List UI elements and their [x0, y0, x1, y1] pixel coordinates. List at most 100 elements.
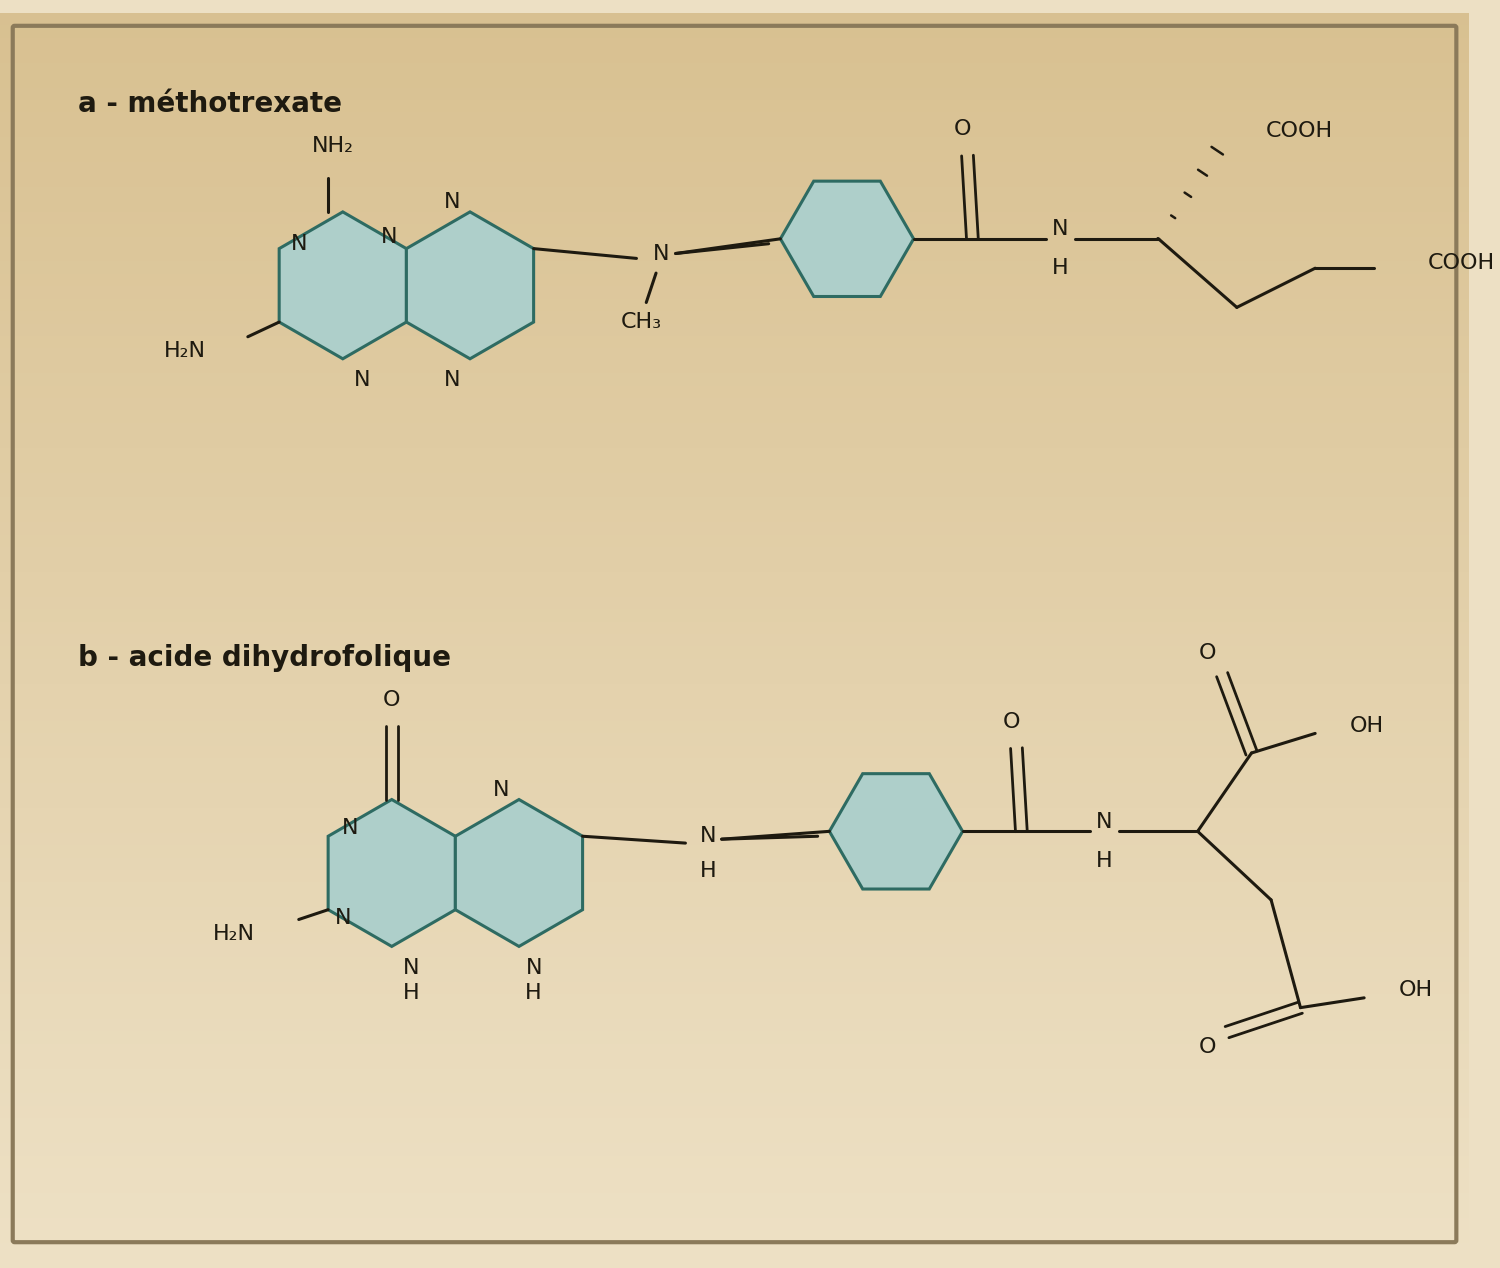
Text: H: H	[699, 861, 717, 880]
Polygon shape	[279, 212, 406, 359]
Bar	[0, 459, 1468, 473]
Text: N: N	[699, 827, 715, 846]
Bar	[0, 24, 1468, 38]
Text: H: H	[525, 984, 542, 1003]
Bar	[0, 931, 1468, 945]
Bar	[0, 99, 1468, 113]
Text: N: N	[342, 818, 358, 838]
Polygon shape	[780, 181, 914, 297]
Text: H: H	[404, 984, 420, 1003]
Bar	[0, 1117, 1468, 1131]
Text: N: N	[494, 780, 510, 800]
Bar	[0, 1055, 1468, 1069]
Bar	[0, 1167, 1468, 1181]
Text: N: N	[444, 191, 460, 212]
Bar	[0, 236, 1468, 249]
Bar	[0, 1130, 1468, 1144]
Bar	[0, 86, 1468, 100]
Text: H₂N: H₂N	[213, 924, 255, 945]
Text: OH: OH	[1350, 715, 1383, 735]
Bar	[0, 795, 1468, 808]
Bar	[0, 1192, 1468, 1206]
Bar	[0, 534, 1468, 547]
Bar	[0, 918, 1468, 932]
Text: N: N	[444, 370, 460, 391]
Bar	[0, 671, 1468, 683]
Bar	[0, 1205, 1468, 1217]
Bar	[0, 1080, 1468, 1093]
Text: O: O	[1198, 1037, 1216, 1056]
Bar	[0, 311, 1468, 323]
Text: H: H	[1096, 851, 1113, 871]
Bar	[0, 210, 1468, 224]
Bar	[0, 435, 1468, 448]
Text: a - méthotrexate: a - méthotrexate	[78, 90, 342, 118]
Bar	[0, 148, 1468, 162]
Bar	[0, 161, 1468, 175]
Text: O: O	[1004, 711, 1020, 732]
Bar	[0, 1018, 1468, 1031]
Bar	[0, 869, 1468, 883]
Bar	[0, 658, 1468, 671]
Bar	[0, 943, 1468, 957]
Bar	[0, 1006, 1468, 1019]
Bar	[0, 384, 1468, 398]
Bar	[0, 298, 1468, 311]
Bar	[0, 223, 1468, 237]
Text: CH₃: CH₃	[621, 312, 662, 332]
Bar	[0, 136, 1468, 150]
Bar	[0, 335, 1468, 349]
Bar	[0, 273, 1468, 287]
Bar	[0, 1229, 1468, 1243]
Bar	[0, 422, 1468, 435]
Bar	[0, 596, 1468, 609]
Bar	[0, 1068, 1468, 1082]
Bar	[0, 832, 1468, 844]
Polygon shape	[328, 800, 456, 946]
Bar	[0, 198, 1468, 212]
Bar	[0, 75, 1468, 87]
Bar	[0, 708, 1468, 721]
Bar	[0, 496, 1468, 510]
Bar	[0, 620, 1468, 634]
Bar	[0, 1155, 1468, 1168]
Bar	[0, 446, 1468, 460]
Bar	[0, 733, 1468, 746]
Bar	[0, 819, 1468, 833]
Bar	[0, 397, 1468, 411]
Bar	[0, 13, 1468, 25]
Bar	[0, 373, 1468, 385]
Text: OH: OH	[1398, 980, 1432, 1000]
Text: O: O	[382, 690, 400, 710]
Bar	[0, 521, 1468, 535]
Text: COOH: COOH	[1266, 120, 1334, 141]
Bar	[0, 360, 1468, 373]
Bar	[0, 894, 1468, 907]
Text: N: N	[381, 227, 398, 247]
Bar	[0, 682, 1468, 696]
Text: COOH: COOH	[1428, 254, 1496, 274]
Text: H: H	[1052, 259, 1070, 278]
Bar	[0, 249, 1468, 261]
Bar	[0, 969, 1468, 981]
Text: H₂N: H₂N	[164, 341, 206, 361]
Bar	[0, 645, 1468, 659]
Text: N: N	[354, 370, 370, 391]
Text: N: N	[291, 233, 308, 254]
Bar	[0, 1241, 1468, 1255]
Text: N: N	[334, 908, 351, 927]
Bar	[0, 881, 1468, 895]
Bar	[0, 508, 1468, 522]
Bar	[0, 633, 1468, 647]
Bar	[0, 1031, 1468, 1044]
Bar	[0, 583, 1468, 597]
Bar	[0, 112, 1468, 124]
Text: NH₂: NH₂	[312, 136, 354, 156]
Bar	[0, 980, 1468, 994]
Bar	[0, 695, 1468, 709]
Bar	[0, 757, 1468, 771]
Bar	[0, 907, 1468, 919]
Bar	[0, 782, 1468, 795]
Text: O: O	[954, 119, 972, 139]
Bar	[0, 1179, 1468, 1193]
